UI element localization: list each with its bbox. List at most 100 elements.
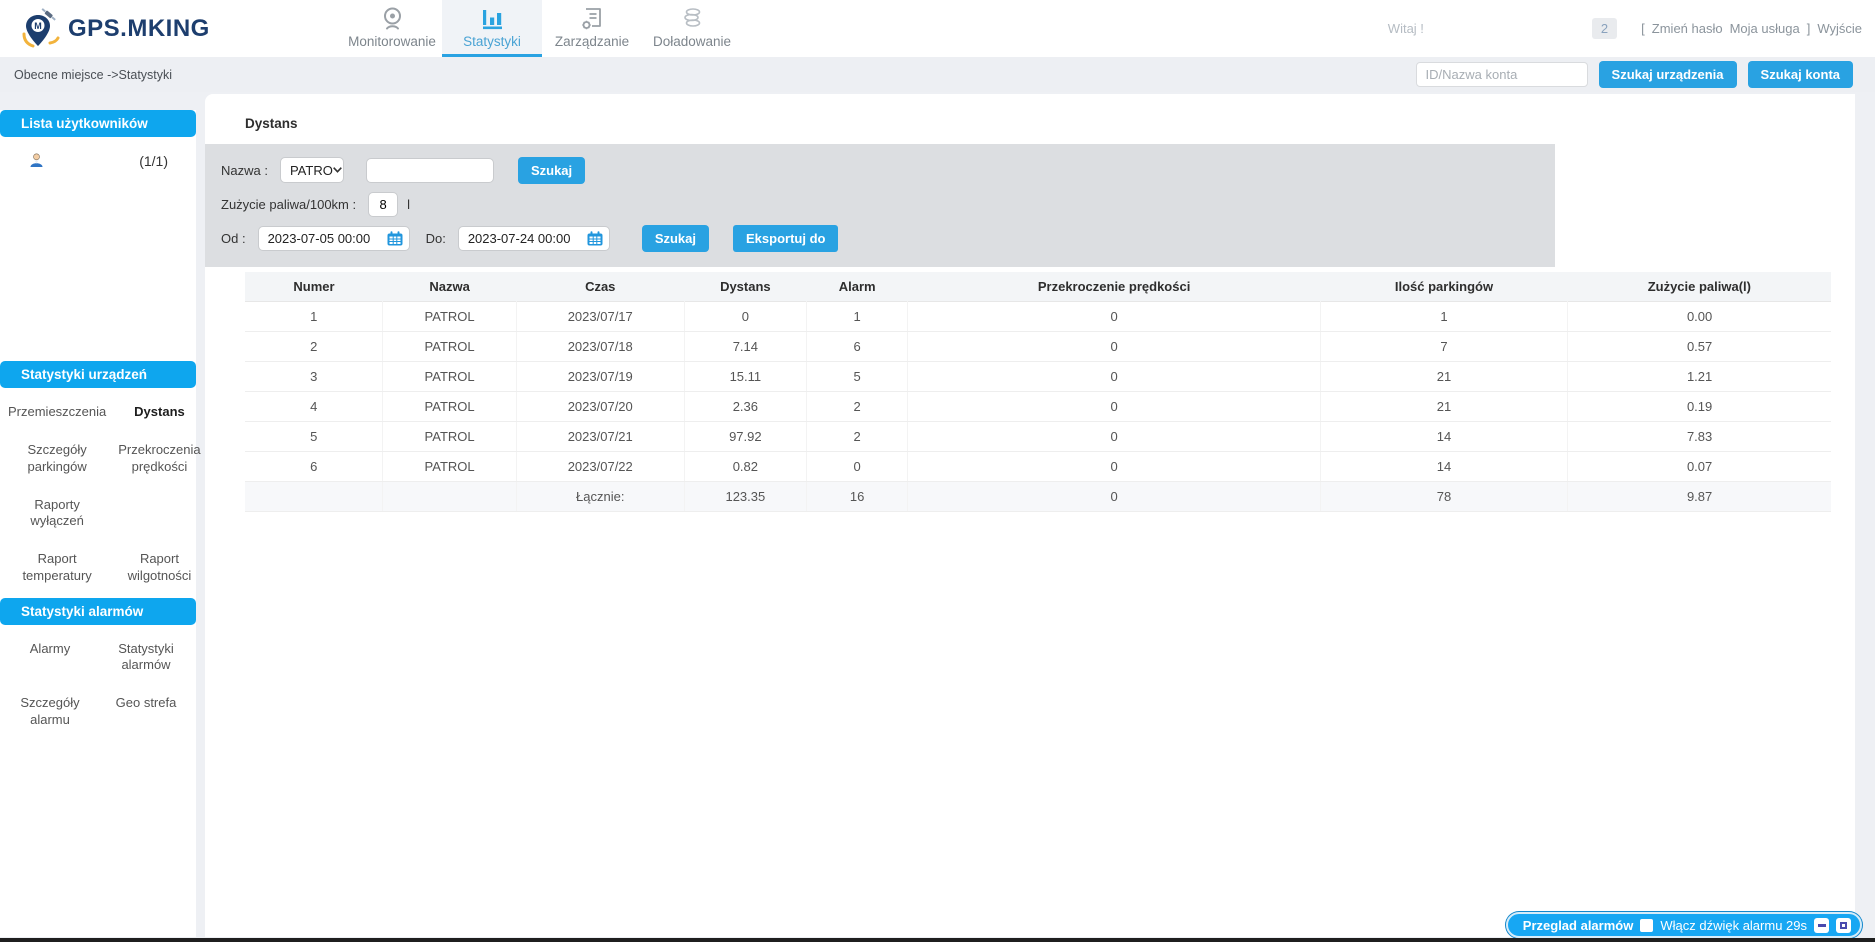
alarm-stats-header: Statystyki alarmów (0, 597, 196, 625)
table-cell: 0 (907, 361, 1321, 392)
notification-badge[interactable]: 2 (1591, 18, 1618, 39)
fuel-label: Zużycie paliwa/100km : (221, 196, 357, 212)
table-cell: PATROL (382, 451, 517, 482)
distance-table: Numer Nazwa Czas Dystans Alarm Przekroczenie … (245, 272, 1831, 512)
sidebar-item-dystans[interactable]: Dystans (134, 404, 185, 419)
change-password-link[interactable]: Zmień hasło (1651, 21, 1723, 36)
table-header-row: Numer Nazwa Czas Dystans Alarm Przekroczenie … (245, 272, 1831, 301)
export-button[interactable]: Eksportuj do (733, 224, 839, 252)
user-avatar-icon (28, 152, 45, 169)
account-search-input[interactable] (1415, 62, 1588, 87)
date-from-field (257, 225, 410, 251)
device-stats-menu: Przemieszczenia Dystans Szczegóły parkingó… (0, 388, 201, 598)
alarm-review-bar: Przeglad alarmów Włącz dźwięk alarmu 29s (1505, 912, 1862, 938)
gps-pin-logo-icon: M (16, 6, 62, 52)
main-panel: Dystans Nazwa : PATRO Szukaj Zużycie pal… (205, 94, 1855, 937)
tab-doladowanie[interactable]: Doładowanie (642, 0, 742, 57)
table-cell: 0 (907, 421, 1321, 452)
sidebar-item-przekroczenia-prędkości[interactable]: Przekroczenia prędkości (118, 442, 201, 474)
table-cell: 7.83 (1567, 421, 1831, 452)
table-cell: 1.21 (1567, 361, 1831, 392)
sidebar-item-statystyki-alarmów[interactable]: Statystyki alarmów (118, 640, 174, 672)
window-bottom-edge (0, 938, 1875, 942)
table-cell: 2023/07/20 (516, 391, 685, 422)
table-cell: 3 (245, 361, 384, 392)
tab-label: Monitorowanie (348, 34, 436, 49)
device-stats-header: Statystyki urządzeń (0, 361, 196, 388)
tab-label: Doładowanie (652, 34, 732, 49)
table-row: 4 PATROL 2023/07/20 2.36 2 0 21 0.19 (245, 391, 1831, 422)
sidebar-item-raport-wilgotności[interactable]: Raport wilgotności (127, 551, 192, 583)
total-cell: 9.87 (1567, 481, 1831, 512)
date-from-input[interactable] (267, 230, 384, 246)
tab-zarzadzanie[interactable]: Zarządzanie (542, 0, 642, 57)
user-count: (1/1) (139, 152, 168, 169)
device-select[interactable]: PATRO (279, 157, 344, 183)
from-label: Od : (221, 230, 246, 246)
to-label: Do: (425, 230, 446, 246)
header-right: Witaj ! 2 [ Zmień hasło Moja usługa ] Wy… (1388, 0, 1875, 57)
table-cell: 6 (806, 331, 909, 362)
name-search-button[interactable]: Szukaj (517, 156, 586, 184)
column-header: Zużycie paliwa(l) (1647, 278, 1751, 294)
page-title: Dystans (245, 116, 298, 131)
logo-text: GPS.MKING (68, 14, 210, 42)
search-account-button[interactable]: Szukaj konta (1747, 61, 1853, 88)
calendar-icon[interactable] (587, 230, 603, 246)
total-cell: 78 (1320, 481, 1569, 512)
user-list-item[interactable]: (1/1) (0, 137, 196, 179)
date-to-input[interactable] (467, 230, 584, 246)
filter-row-fuel: Zużycie paliwa/100km : l (221, 187, 1555, 221)
date-to-field (457, 225, 610, 251)
name-search-input[interactable] (365, 157, 494, 183)
table-cell: 21 (1320, 391, 1569, 422)
fuel-consumption-input[interactable] (368, 191, 399, 217)
column-header: Przekroczenie prędkości (1037, 278, 1191, 294)
alarm-sound-label: Włącz dźwięk alarmu 29s (1660, 917, 1807, 933)
sidebar-item-raporty-wyłączeń[interactable]: Raporty wyłączeń (30, 496, 84, 528)
minimize-icon[interactable] (1814, 917, 1829, 933)
alarm-bar-title[interactable]: Przeglad alarmów (1522, 917, 1634, 933)
sidebar-fill (0, 742, 196, 937)
table-cell: 2023/07/17 (516, 300, 685, 332)
calendar-icon[interactable] (387, 230, 403, 246)
table-cell: 1 (245, 300, 384, 332)
search-device-button[interactable]: Szukaj urządzenia (1598, 61, 1737, 88)
device-select-value: PATRO (289, 162, 333, 178)
total-cell: 0 (907, 481, 1321, 512)
table-cell: 14 (1320, 451, 1569, 482)
content: Lista użytkowników (1/1) Statystyki urzą… (0, 92, 1875, 937)
table-cell: 0.19 (1567, 391, 1831, 422)
date-search-button[interactable]: Szukaj (641, 224, 709, 252)
table-row: 2 PATROL 2023/07/18 7.14 6 0 7 0.57 (245, 331, 1831, 362)
document-gear-icon (579, 5, 606, 32)
sidebar-item-szczegóły-parkingów[interactable]: Szczegóły parkingów (27, 442, 87, 474)
tab-monitorowanie[interactable]: Monitorowanie (342, 0, 442, 57)
greeting-text: Witaj ! (1387, 21, 1424, 36)
column-header: Nazwa (429, 278, 470, 294)
logout-link[interactable]: Wyjście (1817, 21, 1862, 36)
sidebar-item-raport-temperatury[interactable]: Raport temperatury (22, 551, 92, 583)
bar-chart-icon (479, 5, 506, 32)
table-cell: 7 (1320, 331, 1569, 362)
filter-area: Nazwa : PATRO Szukaj Zużycie paliwa/100k… (205, 144, 1555, 267)
tab-label: Zarządzanie (554, 34, 630, 49)
sidebar-item-alarmy[interactable]: Alarmy (29, 640, 71, 656)
table-row: 5 PATROL 2023/07/21 97.92 2 0 14 7.83 (245, 421, 1831, 452)
name-label: Nazwa : (221, 162, 268, 178)
fuel-unit: l (407, 196, 411, 212)
breadcrumb-bar: Obecne miejsce ->Statystyki Szukaj urząd… (0, 57, 1875, 92)
sidebar-item-przemieszczenia[interactable]: Przemieszczenia (8, 404, 107, 419)
table-cell: 0 (907, 451, 1321, 482)
alarm-sound-checkbox[interactable] (1640, 918, 1654, 932)
table-row: 6 PATROL 2023/07/22 0.82 0 0 14 0.07 (245, 451, 1831, 482)
tab-statystyki[interactable]: Statystyki (442, 0, 542, 57)
sidebar-item-szczegóły-alarmu[interactable]: Szczegóły alarmu (20, 695, 80, 727)
main-nav: Monitorowanie Statystyki (342, 0, 742, 57)
my-service-link[interactable]: Moja usługa (1729, 21, 1800, 36)
table-cell: PATROL (382, 421, 517, 452)
table-cell: 2 (245, 331, 384, 362)
table-cell: PATROL (382, 391, 517, 422)
restore-icon[interactable] (1836, 917, 1851, 933)
sidebar-item-geo-strefa[interactable]: Geo strefa (115, 695, 177, 711)
